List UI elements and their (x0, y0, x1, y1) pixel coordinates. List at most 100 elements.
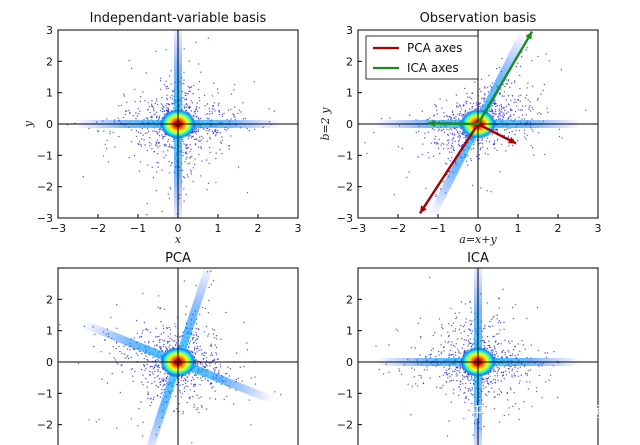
scatter-point (97, 130, 100, 133)
scatter-point (468, 399, 470, 401)
scatter-point (380, 117, 382, 120)
scatter-point (388, 371, 390, 373)
scatter-point (504, 85, 506, 88)
scatter-point (195, 106, 198, 108)
scatter-point (430, 142, 432, 144)
scatter-point (159, 396, 162, 398)
scatter-point (495, 113, 497, 115)
scatter-point (502, 288, 504, 290)
scatter-point (157, 142, 159, 144)
scatter-point (190, 171, 192, 173)
scatter-point (508, 414, 510, 416)
scatter-point (456, 367, 458, 369)
scatter-point (250, 424, 252, 426)
scatter-point (536, 306, 539, 309)
scatter-point (463, 343, 465, 346)
scatter-point (462, 326, 464, 328)
scatter-point (465, 395, 467, 398)
scatter-point (164, 135, 166, 138)
scatter-point (141, 353, 143, 355)
scatter-point (122, 116, 125, 119)
scatter-point (196, 408, 198, 411)
y-tick-label: 1 (46, 87, 53, 100)
scatter-point (152, 357, 154, 359)
scatter-point (199, 313, 201, 315)
scatter-point (486, 378, 488, 380)
scatter-point (459, 135, 462, 138)
scatter-point (497, 379, 499, 382)
scatter-point (215, 335, 218, 337)
scatter-point (215, 181, 217, 184)
scatter-point (184, 161, 186, 163)
scatter-point (514, 345, 516, 348)
y-tick-label: 3 (346, 24, 353, 37)
scatter-point (500, 103, 503, 106)
scatter-point (516, 105, 518, 107)
scatter-point (237, 112, 239, 115)
scatter-point (214, 130, 216, 133)
scatter-point (510, 82, 513, 84)
scatter-point (169, 186, 171, 189)
scatter-point (194, 131, 197, 133)
scatter-point (454, 351, 457, 354)
scatter-point (184, 107, 186, 109)
scatter-point (432, 348, 434, 350)
scatter-point (471, 107, 473, 109)
scatter-point (151, 116, 153, 119)
scatter-point (484, 87, 486, 89)
scatter-point (155, 327, 157, 329)
scatter-point (187, 176, 189, 178)
scatter-point (464, 401, 466, 404)
scatter-point (221, 139, 223, 141)
scatter-point (495, 340, 497, 342)
scatter-point (416, 385, 419, 387)
scatter-point (433, 129, 435, 131)
scatter-point (154, 381, 156, 383)
scatter-point (480, 97, 483, 100)
scatter-point (82, 176, 85, 178)
scatter-point (523, 118, 525, 120)
scatter-point (233, 114, 235, 116)
scatter-point (188, 374, 190, 376)
scatter-point (187, 163, 189, 165)
scatter-point (161, 107, 163, 109)
scatter-point (213, 108, 215, 111)
scatter-point (196, 377, 199, 379)
scatter-point (497, 355, 499, 357)
scatter-point (487, 344, 489, 347)
scatter-point (165, 154, 167, 156)
scatter-point (168, 326, 170, 329)
scatter-point (440, 353, 442, 355)
scatter-point (496, 352, 498, 354)
scatter-point (158, 364, 160, 366)
scatter-point (486, 87, 489, 89)
scatter-point (451, 156, 453, 159)
scatter-point (130, 67, 133, 70)
scatter-point (498, 394, 501, 396)
scatter-point (200, 147, 203, 150)
scatter-point (213, 337, 216, 339)
scatter-point (529, 381, 531, 383)
scatter-point (155, 384, 157, 387)
scatter-point (113, 357, 115, 359)
scatter-point (523, 401, 525, 403)
scatter-point (457, 394, 460, 397)
pca-axis-arrow (418, 123, 480, 214)
scatter-point (161, 378, 163, 380)
scatter-point (526, 47, 528, 49)
scatter-point (535, 390, 538, 393)
scatter-point (154, 130, 156, 132)
scatter-point (503, 378, 505, 380)
scatter-point (199, 384, 201, 386)
scatter-point (500, 322, 502, 324)
scatter-point (181, 393, 184, 395)
scatter-point (452, 132, 454, 134)
scatter-point (169, 344, 171, 346)
scatter-point (246, 192, 249, 194)
scatter-point (207, 182, 210, 184)
scatter-point (441, 129, 443, 132)
scatter-point (493, 335, 495, 337)
scatter-point (485, 140, 488, 142)
scatter-point (169, 340, 171, 343)
scatter-point (166, 85, 169, 88)
